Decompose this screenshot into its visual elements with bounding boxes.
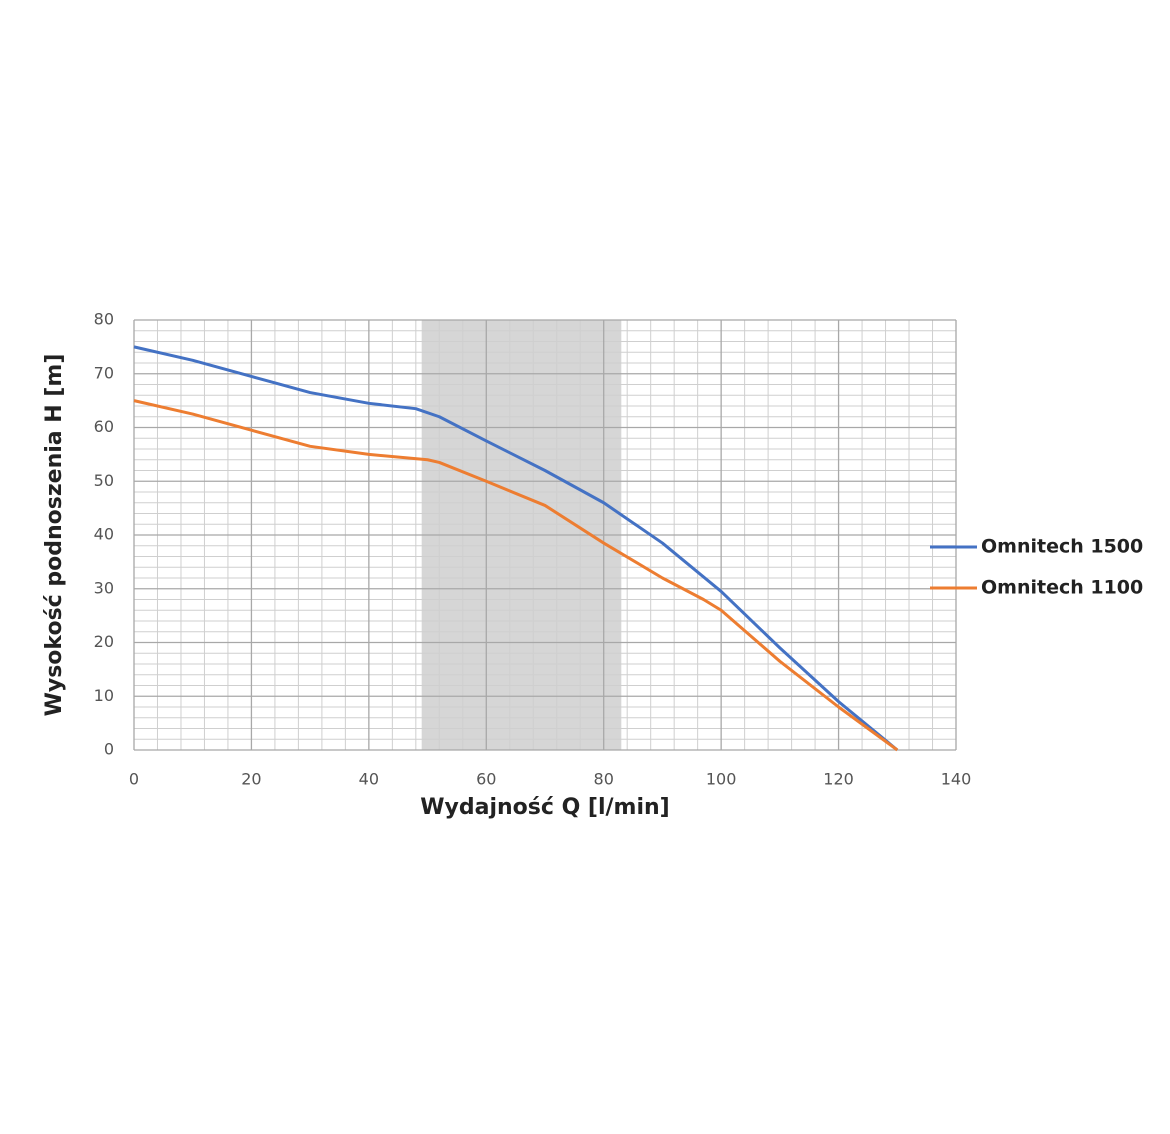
y-axis-title: Wysokość podnoszenia H [m] <box>42 354 67 717</box>
legend-label: Omnitech 1500 <box>981 536 1143 558</box>
x-tick-label: 120 <box>823 770 854 789</box>
legend-label: Omnitech 1100 <box>981 577 1143 599</box>
y-tick-label: 0 <box>104 740 114 759</box>
y-tick-label: 70 <box>94 363 114 382</box>
x-tick-label: 40 <box>359 770 379 789</box>
x-tick-label: 60 <box>476 770 496 789</box>
y-tick-label: 20 <box>94 632 114 651</box>
series-line <box>133 399 899 752</box>
x-tick-label: 140 <box>941 770 972 789</box>
x-tick-label: 80 <box>594 770 614 789</box>
y-tick-label: 40 <box>94 525 114 544</box>
y-tick-label: 50 <box>94 471 114 490</box>
x-axis-title: Wydajność Q [l/min] <box>420 795 670 820</box>
y-tick-label: 30 <box>94 578 114 597</box>
y-tick-label: 60 <box>94 417 114 436</box>
x-tick-label: 100 <box>706 770 737 789</box>
x-tick-label: 20 <box>241 770 261 789</box>
y-tick-label: 10 <box>94 686 114 705</box>
x-tick-label: 0 <box>129 770 139 789</box>
series-line <box>133 345 899 752</box>
y-tick-label: 80 <box>94 310 114 329</box>
